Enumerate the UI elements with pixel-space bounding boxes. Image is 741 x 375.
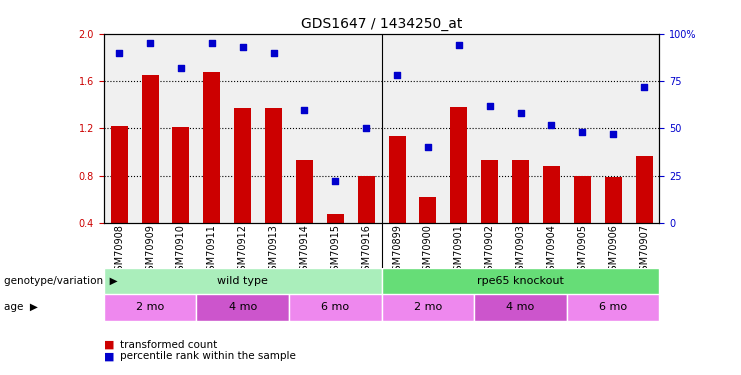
Text: ■: ■	[104, 351, 114, 361]
Text: GSM70903: GSM70903	[516, 224, 525, 277]
Text: GSM70904: GSM70904	[546, 224, 556, 277]
Bar	[296, 160, 313, 270]
Text: 6 mo: 6 mo	[599, 303, 627, 312]
Text: wild type: wild type	[217, 276, 268, 286]
Point	[113, 50, 125, 56]
Text: GSM70910: GSM70910	[176, 224, 186, 277]
Text: 4 mo: 4 mo	[228, 303, 257, 312]
Text: percentile rank within the sample: percentile rank within the sample	[120, 351, 296, 361]
Bar	[474, 294, 567, 321]
Point	[206, 40, 218, 46]
Point	[175, 65, 187, 71]
Bar	[142, 75, 159, 270]
Text: transformed count: transformed count	[120, 340, 217, 350]
Bar	[327, 214, 344, 270]
Bar	[636, 156, 653, 270]
Text: 6 mo: 6 mo	[322, 303, 349, 312]
Bar	[481, 160, 498, 270]
Bar	[605, 177, 622, 270]
Bar	[265, 108, 282, 270]
Text: GSM70914: GSM70914	[299, 224, 310, 277]
Text: GSM70901: GSM70901	[453, 224, 464, 277]
Text: 2 mo: 2 mo	[136, 303, 165, 312]
Bar	[196, 294, 289, 321]
Text: GSM70906: GSM70906	[608, 224, 618, 277]
Point	[453, 42, 465, 48]
Bar	[289, 294, 382, 321]
Text: GSM70902: GSM70902	[485, 224, 495, 277]
Text: GSM70899: GSM70899	[392, 224, 402, 277]
Point	[237, 44, 249, 50]
Bar	[567, 294, 659, 321]
Text: GSM70908: GSM70908	[114, 224, 124, 277]
Bar	[419, 197, 436, 270]
Bar	[203, 72, 220, 270]
Bar	[451, 107, 468, 270]
Point	[608, 131, 619, 137]
Bar	[358, 176, 375, 270]
Bar	[382, 294, 474, 321]
Title: GDS1647 / 1434250_at: GDS1647 / 1434250_at	[301, 17, 462, 32]
Text: genotype/variation  ▶: genotype/variation ▶	[4, 276, 117, 286]
Point	[299, 106, 310, 112]
Text: 2 mo: 2 mo	[413, 303, 442, 312]
Text: GSM70909: GSM70909	[145, 224, 155, 277]
Point	[268, 50, 279, 56]
Bar	[382, 268, 659, 294]
Point	[545, 122, 557, 128]
Text: ■: ■	[104, 340, 114, 350]
Bar	[574, 176, 591, 270]
Bar	[104, 294, 196, 321]
Point	[391, 72, 403, 78]
Bar	[173, 127, 190, 270]
Text: GSM70913: GSM70913	[268, 224, 279, 277]
Text: 4 mo: 4 mo	[506, 303, 535, 312]
Text: GSM70907: GSM70907	[639, 224, 649, 277]
Point	[514, 110, 526, 116]
Text: GSM70916: GSM70916	[361, 224, 371, 277]
Bar	[388, 135, 405, 270]
Bar	[110, 126, 127, 270]
Text: GSM70912: GSM70912	[238, 224, 247, 277]
Text: GSM70911: GSM70911	[207, 224, 217, 277]
Text: GSM70915: GSM70915	[330, 224, 340, 277]
Text: GSM70905: GSM70905	[577, 224, 588, 277]
Text: rpe65 knockout: rpe65 knockout	[477, 276, 564, 286]
Point	[360, 126, 372, 132]
Bar	[104, 268, 382, 294]
Point	[329, 178, 341, 184]
Point	[576, 129, 588, 135]
Point	[638, 84, 650, 90]
Bar	[512, 160, 529, 270]
Point	[484, 103, 496, 109]
Bar	[234, 108, 251, 270]
Text: GSM70900: GSM70900	[423, 224, 433, 277]
Text: age  ▶: age ▶	[4, 303, 38, 312]
Point	[422, 144, 434, 150]
Bar	[543, 166, 560, 270]
Point	[144, 40, 156, 46]
